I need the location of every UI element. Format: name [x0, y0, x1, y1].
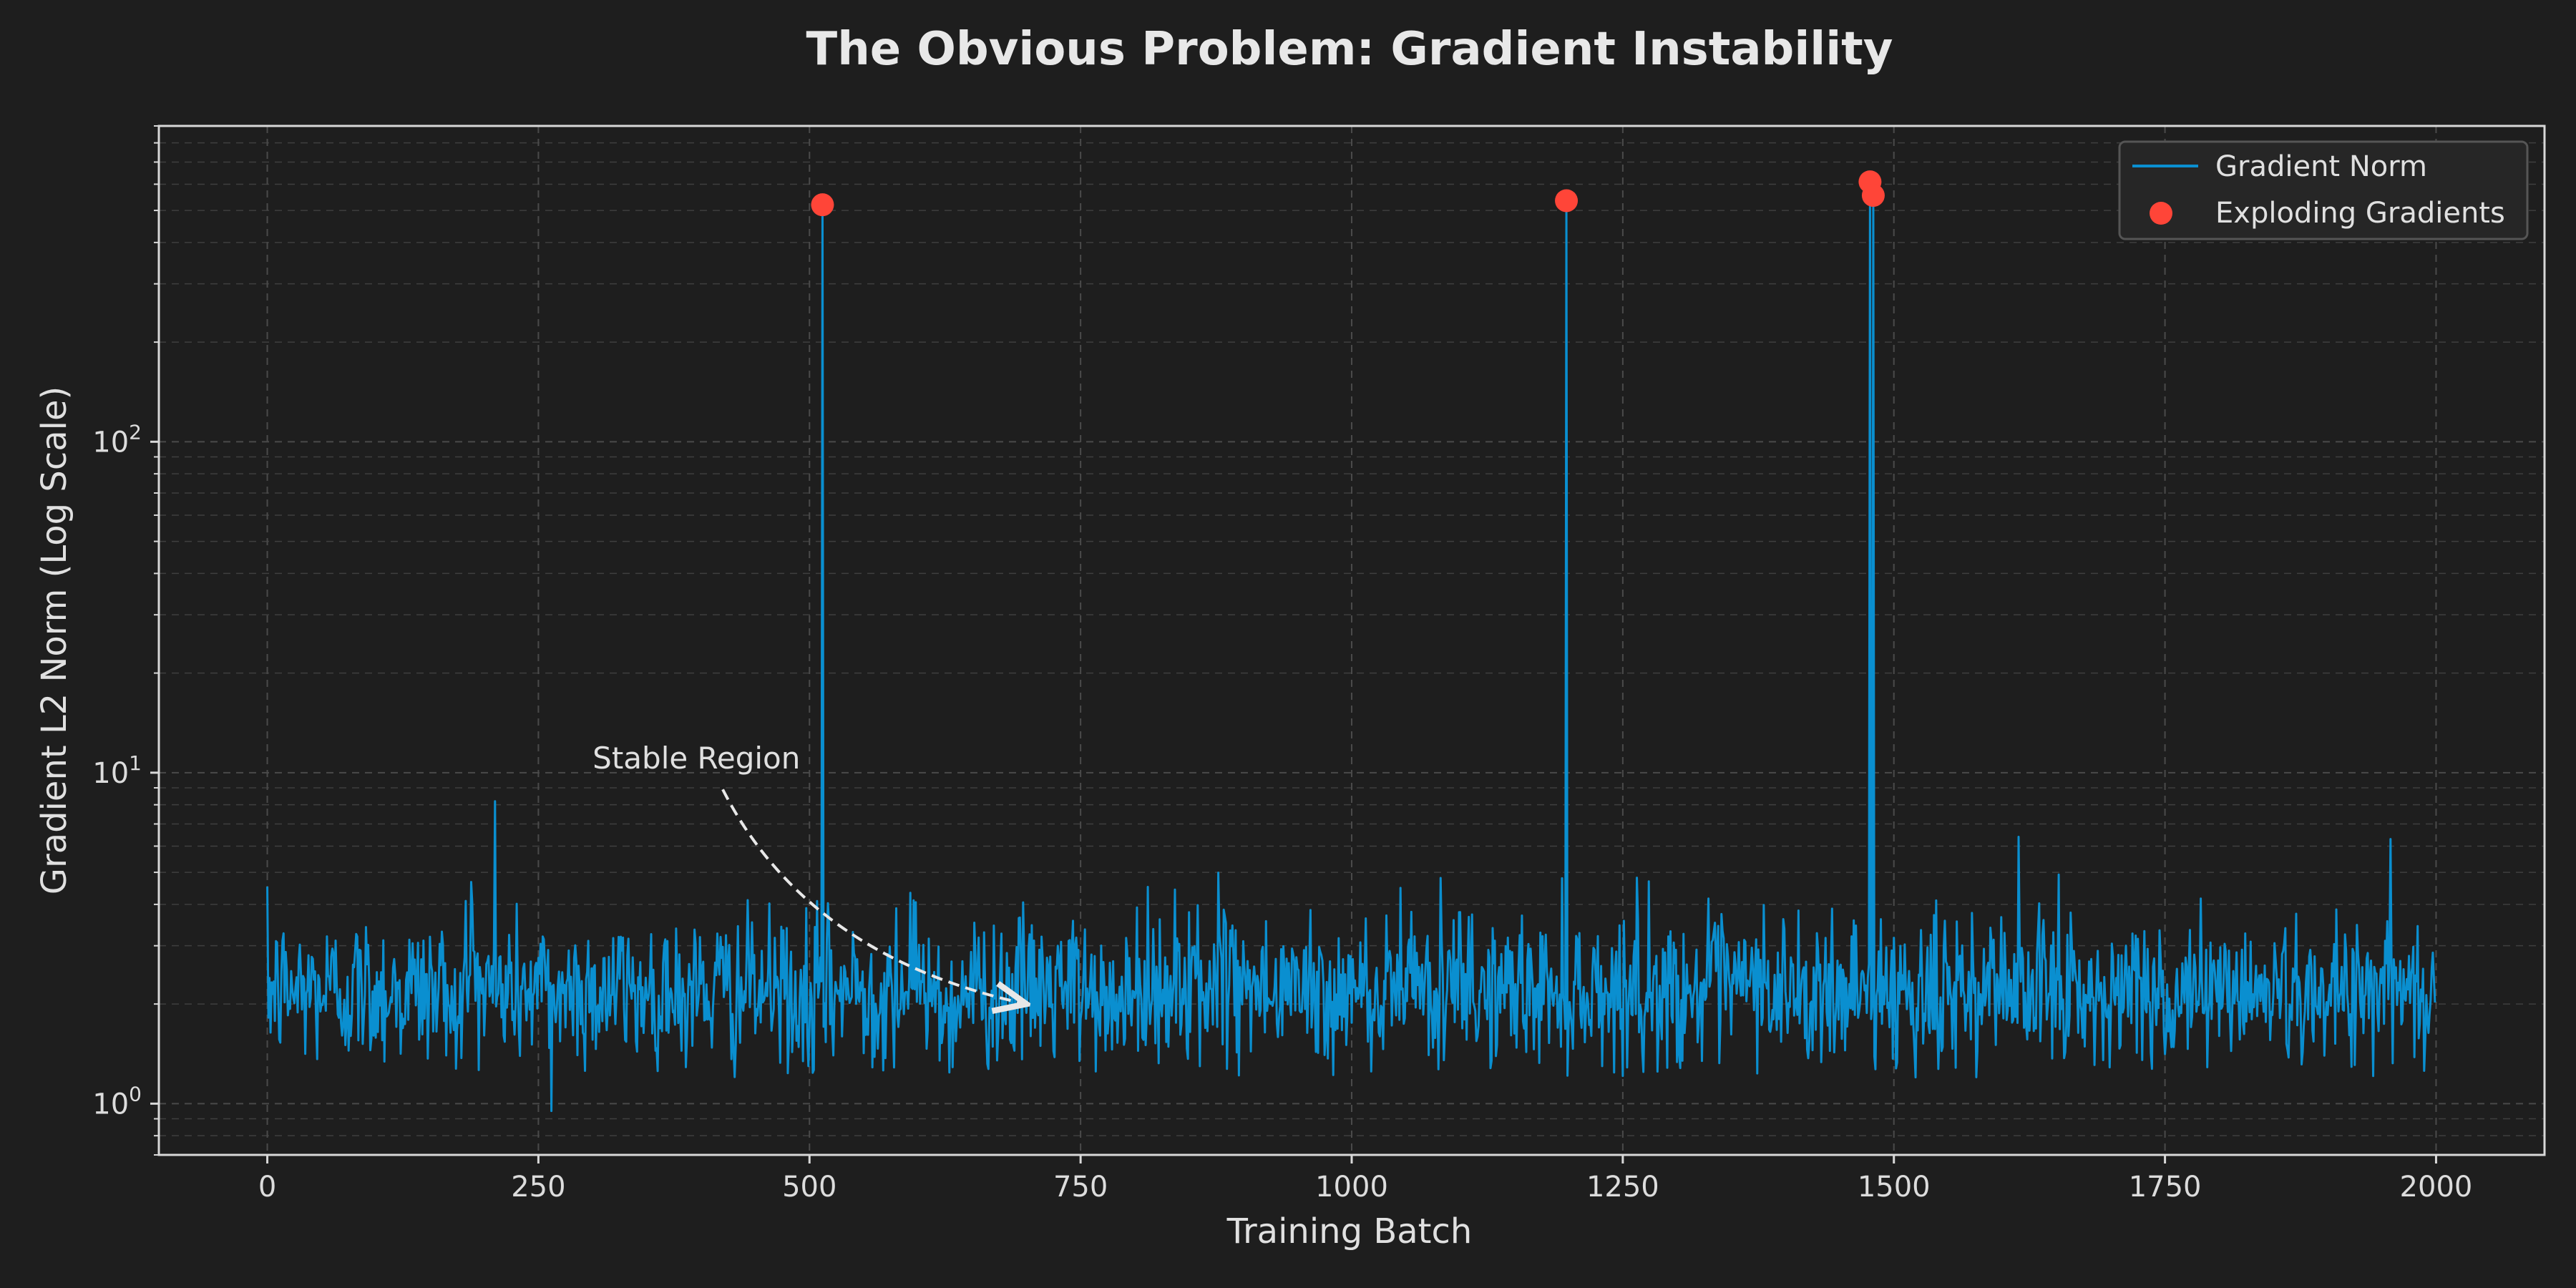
annotation-group: Stable Region [592, 741, 1026, 1004]
chart-title: The Obvious Problem: Gradient Instabilit… [806, 23, 1893, 76]
annotation-stable-region-label: Stable Region [592, 741, 800, 776]
x-tick-label: 1250 [1586, 1171, 1659, 1204]
legend-label-gradient-norm: Gradient Norm [2215, 150, 2427, 183]
legend-label-exploding-gradients: Exploding Gradients [2215, 197, 2505, 230]
x-tick-label: 1500 [1858, 1171, 1931, 1204]
gradient-norm-line [266, 180, 2436, 1113]
tick-group: 0 250 500 750 1000 1250 1500 1750 2000 100 101 102 [92, 125, 2473, 1204]
y-tick-label: 102 [92, 420, 142, 459]
x-tick-label: 250 [511, 1171, 565, 1204]
x-tick-label: 2000 [2400, 1171, 2473, 1204]
exploding-gradient-point [1861, 184, 1885, 208]
x-tick-label: 750 [1053, 1171, 1108, 1204]
y-axis-label: Gradient L2 Norm (Log Scale) [34, 386, 74, 894]
x-tick-label: 500 [782, 1171, 836, 1204]
y-tick-label: 101 [92, 751, 142, 790]
legend: Gradient Norm Exploding Gradients [2118, 140, 2529, 240]
x-axis-label: Training Batch [1226, 1211, 1473, 1252]
x-tick-label: 0 [258, 1171, 276, 1204]
y-tick-label: 100 [92, 1082, 142, 1121]
legend-swatch-exploding-gradients [2150, 202, 2172, 225]
exploding-gradient-point [811, 193, 834, 217]
x-tick-label: 1750 [2129, 1171, 2202, 1204]
legend-box [2118, 140, 2529, 240]
x-tick-label: 1000 [1315, 1171, 1388, 1204]
exploding-gradient-point [1555, 189, 1579, 213]
annotation-arrow [721, 789, 1026, 1004]
plot-area [266, 170, 2436, 1113]
